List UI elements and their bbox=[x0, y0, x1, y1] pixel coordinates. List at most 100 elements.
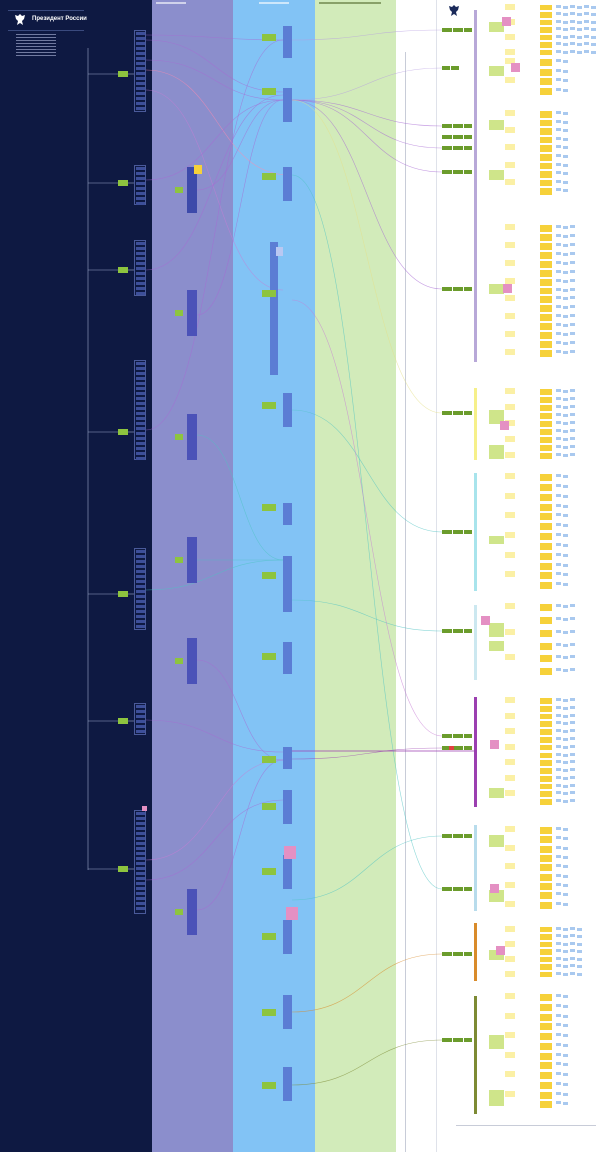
region-cluster-7-leaf-node bbox=[563, 965, 568, 969]
government-highlight-pink bbox=[286, 907, 298, 920]
region-cluster-4-leaf-node bbox=[570, 642, 575, 646]
region-cluster-1c-dept-node bbox=[540, 171, 552, 178]
region-cluster-8-leaf-node bbox=[563, 1073, 568, 1076]
administration-department bbox=[187, 290, 197, 336]
region-cluster-1c-mid-node bbox=[505, 110, 515, 116]
region-cluster-6-leaf-node bbox=[563, 837, 568, 841]
region-cluster-1a-leaf-node bbox=[591, 35, 596, 39]
president-entry bbox=[136, 172, 145, 175]
region-cluster-5-dept-node bbox=[540, 721, 552, 728]
region-cluster-1b-leaf-node bbox=[556, 78, 561, 81]
region-cluster-5-leaf-node bbox=[563, 776, 568, 780]
region-cluster-3-leaf-node bbox=[556, 582, 561, 586]
president-entry bbox=[136, 725, 145, 728]
president-entry bbox=[136, 42, 145, 45]
president-entry bbox=[136, 620, 145, 623]
government-ministry bbox=[283, 790, 292, 824]
region-cluster-1a-leaf-node bbox=[591, 20, 596, 24]
region-cluster-3-dept-node bbox=[540, 552, 552, 560]
region-cluster-3-dept-node bbox=[540, 542, 552, 550]
region-cluster-3-dept-node bbox=[540, 582, 552, 590]
region-cluster-3-dept-node bbox=[540, 523, 552, 531]
region-cluster-5-leaf-node bbox=[570, 783, 575, 787]
region-cluster-1d-mid-node bbox=[505, 331, 515, 338]
region-cluster-6-leaf-node bbox=[563, 856, 568, 859]
region-cluster-1d-leaf-node bbox=[563, 270, 568, 274]
region-cluster-8-mid-node bbox=[505, 1051, 515, 1058]
region-label bbox=[453, 734, 463, 738]
region-cluster-7-leaf-node bbox=[570, 934, 575, 938]
region-cluster-3-dept-node bbox=[540, 474, 552, 481]
government-label-node bbox=[262, 402, 276, 409]
region-cluster-2-mid-node bbox=[505, 388, 515, 394]
region-label bbox=[442, 287, 452, 291]
region-cluster-8-leaf-node bbox=[556, 1052, 561, 1056]
president-group-2 bbox=[134, 240, 146, 296]
government-ministry bbox=[283, 920, 292, 954]
region-cluster-1c-dept-node bbox=[540, 162, 552, 170]
region-cluster-1a-dept-node bbox=[540, 12, 552, 18]
region-cluster-1d-leaf-node bbox=[556, 323, 561, 327]
region-cluster-8-leaf-node bbox=[563, 1092, 568, 1096]
region-label bbox=[442, 952, 452, 956]
region-cluster-1a-leaf-node bbox=[556, 27, 561, 31]
region-label bbox=[453, 411, 463, 415]
region-cluster-1a-leaf-node bbox=[591, 6, 596, 9]
administration-label-node bbox=[175, 434, 183, 440]
region-cluster-8-dept-node bbox=[540, 1052, 552, 1060]
region-cluster-5-leaf-node bbox=[556, 736, 561, 740]
region-cluster-7-dept-node bbox=[540, 941, 552, 948]
region-cluster-1c-leaf-node bbox=[563, 137, 568, 141]
region-label bbox=[464, 887, 472, 891]
region-cluster-1d-leaf-node bbox=[556, 233, 561, 237]
region-cluster-1a-leaf-node bbox=[584, 5, 589, 8]
region-pink-node bbox=[503, 284, 512, 293]
region-cluster-7-leaf-node bbox=[556, 934, 561, 938]
region-label bbox=[464, 28, 472, 32]
president-entry bbox=[136, 62, 145, 65]
region-cluster-1c-leaf-node bbox=[563, 172, 568, 176]
region-cluster-6-mid-node bbox=[505, 826, 515, 832]
region-label bbox=[453, 629, 463, 633]
region-cluster-8-mid-node bbox=[505, 1090, 515, 1097]
region-cluster-1d-leaf-node bbox=[563, 279, 568, 283]
region-cluster-1b-dept-node bbox=[540, 87, 552, 95]
region-cluster-3-leaf-node bbox=[556, 483, 561, 487]
region-label bbox=[442, 146, 452, 150]
region-cluster-1d-dept-node bbox=[540, 251, 552, 259]
president-entry bbox=[136, 187, 145, 190]
region-cluster-1a-leaf-node bbox=[570, 27, 575, 31]
region-cluster-1a-leaf-node bbox=[556, 19, 561, 23]
region-cluster-3-mid-node bbox=[505, 551, 515, 558]
region-cluster-6-leaf-node bbox=[563, 884, 568, 887]
president-entry bbox=[136, 382, 145, 385]
region-cluster-2-leaf-node bbox=[563, 454, 568, 457]
region-pink-node bbox=[490, 740, 499, 749]
region-cluster-5-leaf-node bbox=[556, 744, 561, 748]
region-hub-node bbox=[489, 641, 504, 651]
region-cluster-1c-dept-node bbox=[540, 111, 552, 118]
region-cluster-8-leaf-node bbox=[563, 1014, 568, 1018]
region-cluster-1a-dept-node bbox=[540, 49, 552, 55]
region-cluster-8-leaf-node bbox=[563, 1024, 568, 1028]
president-entry bbox=[136, 595, 145, 598]
region-cluster-8-mid-node bbox=[505, 993, 515, 999]
region-cluster-5-dept-node bbox=[540, 768, 552, 774]
president-entry bbox=[136, 387, 145, 390]
region-cluster-5-leaf-node bbox=[570, 768, 575, 772]
president-entry bbox=[136, 202, 145, 205]
region-cluster-4-mid-node bbox=[505, 628, 515, 635]
administration-department bbox=[187, 889, 197, 935]
region-cluster-7-leaf-node bbox=[570, 964, 575, 968]
region-cluster-1b-leaf-node bbox=[556, 68, 561, 72]
region-cluster-1d-leaf-node bbox=[563, 288, 568, 292]
region-cluster-8-leaf-node bbox=[556, 1091, 561, 1095]
president-entry bbox=[136, 192, 145, 195]
region-cluster-1d-leaf-node bbox=[556, 225, 561, 228]
region-cluster-8-dept-node bbox=[540, 1023, 552, 1031]
region-cluster-8-dept-node bbox=[540, 1033, 552, 1040]
region-cluster-8-leaf-node bbox=[556, 1081, 561, 1085]
region-cluster-2-dept-node bbox=[540, 397, 552, 403]
region-cluster-7-leaf-node bbox=[570, 956, 575, 960]
region-cluster-3-leaf-node bbox=[556, 493, 561, 497]
